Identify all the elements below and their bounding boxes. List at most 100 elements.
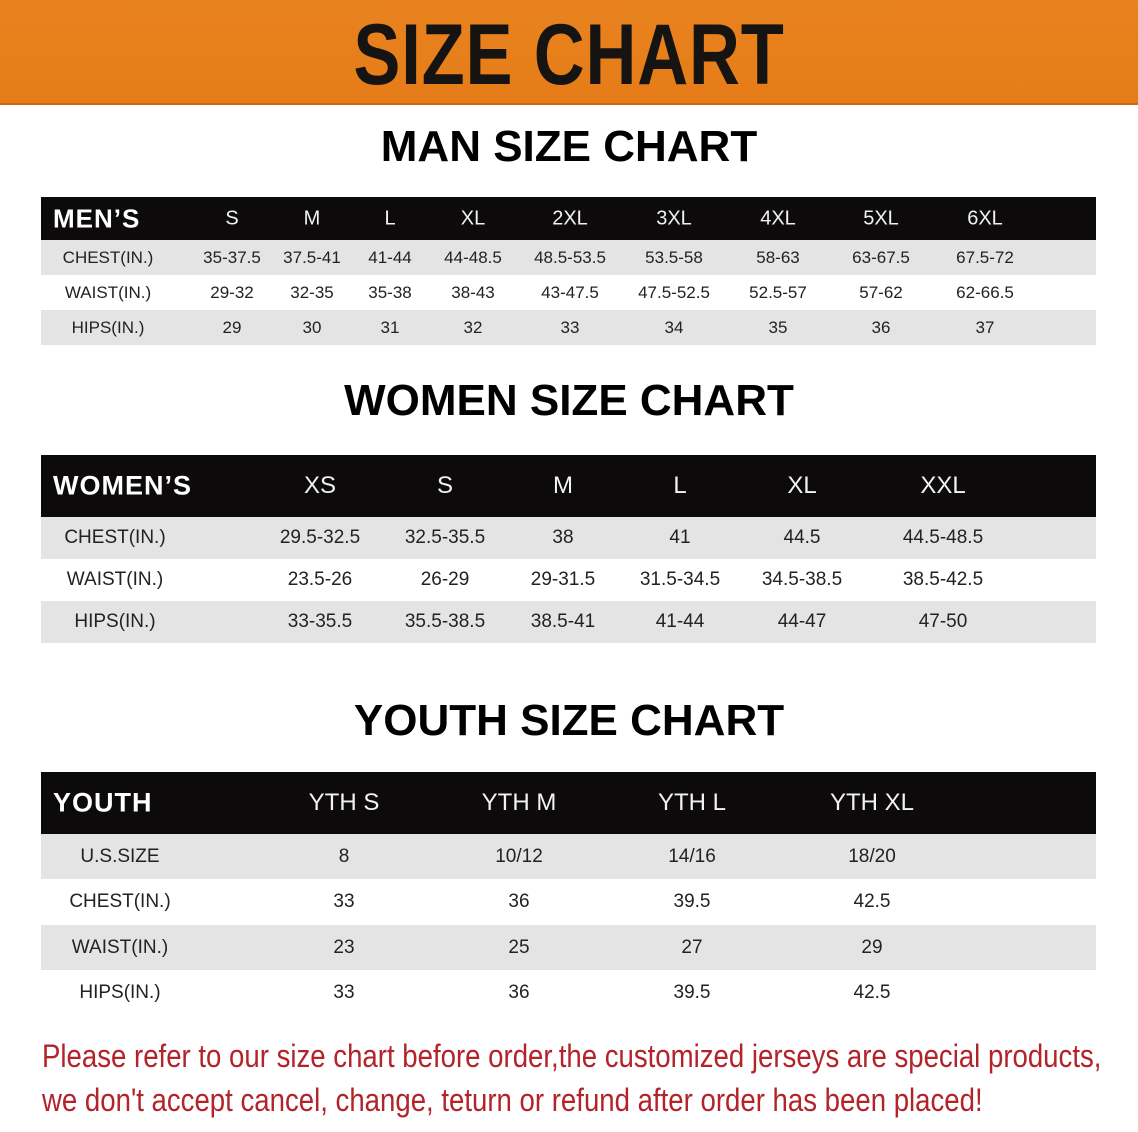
table-cell: 10/12	[495, 845, 543, 867]
table-cell: 26-29	[420, 569, 470, 590]
notice-line-2: we don't accept cancel, change, teturn o…	[42, 1082, 983, 1118]
notice-line-1: Please refer to our size chart before or…	[42, 1038, 1102, 1074]
table-cell: 33	[333, 981, 355, 1003]
table-cell: 36	[508, 981, 530, 1003]
table-row: CHEST(IN.) 35-37.5 37.5-41 41-44 44-48.5 48.5…	[41, 240, 1096, 275]
table-header-row: YOUTH YTH S YTH M YTH L YTH XL	[41, 772, 1096, 834]
youth-section-title: YOUTH SIZE CHART	[353, 696, 785, 745]
table-cell: 23.5-26	[287, 569, 353, 590]
table-header-label: WOMEN’S	[53, 470, 192, 501]
table-cell: 36	[508, 891, 530, 912]
table-cell: 35.5-38.5	[404, 611, 486, 632]
size-chart-banner: SIZE CHART	[0, 0, 1138, 105]
table-header-row: WOMEN’S XS S M L XL XXL	[41, 455, 1096, 517]
row-label: WAIST(IN.)	[71, 936, 169, 958]
size-header-yth-xl: YTH XL	[829, 789, 915, 816]
table-cell: 27	[681, 936, 703, 958]
table-cell: 33	[560, 317, 580, 337]
table-row: CHEST(IN.) 33 36 39.5 42.5	[41, 879, 1096, 925]
table-header-label: YOUTH	[53, 787, 153, 818]
size-header-s: S	[225, 207, 239, 229]
table-cell: 29	[222, 317, 242, 337]
row-label: WAIST(IN.)	[66, 569, 164, 590]
table-row: CHEST(IN.) 29.5-32.5 32.5-35.5 38 41 44.5 44.5…	[41, 517, 1096, 559]
table-cell: 37.5-41	[283, 247, 341, 267]
table-cell: 44-48.5	[444, 247, 502, 267]
size-header-5xl: 5XL	[863, 207, 899, 229]
table-cell: 48.5-53.5	[534, 247, 606, 267]
table-cell: 23	[333, 936, 355, 958]
size-header-4xl: 4XL	[760, 207, 796, 229]
size-header-yth-s: YTH S	[308, 789, 380, 816]
size-header-6xl: 6XL	[967, 207, 1003, 229]
size-header-xs: XS	[303, 472, 337, 499]
table-cell: 39.5	[673, 981, 711, 1003]
table-cell: 25	[508, 936, 530, 958]
size-header-l: L	[384, 207, 396, 229]
table-cell: 34	[664, 317, 684, 337]
table-cell: 29-31.5	[530, 569, 596, 590]
row-label: CHEST(IN.)	[69, 891, 171, 912]
table-cell: 57-62	[859, 282, 903, 302]
table-cell: 35-37.5	[203, 247, 261, 267]
table-row: HIPS(IN.) 29 30 31 32 33 34 35 36 37	[41, 310, 1096, 345]
table-cell: 44.5-48.5	[902, 527, 984, 548]
table-row: WAIST(IN.) 23 25 27 29	[41, 925, 1096, 970]
row-label: HIPS(IN.)	[71, 317, 145, 337]
table-row: WAIST(IN.) 23.5-26 26-29 29-31.5 31.5-34.5 34…	[41, 559, 1096, 601]
size-header-yth-m: YTH M	[481, 789, 557, 816]
table-cell: 31	[380, 317, 400, 337]
table-cell: 35-38	[368, 282, 412, 302]
table-row: U.S.SIZE 8 10/12 14/16 18/20	[41, 834, 1096, 879]
table-cell: 32-35	[290, 282, 334, 302]
banner-title: SIZE CHART	[353, 7, 785, 103]
table-cell: 30	[302, 317, 322, 337]
table-cell: 35	[768, 317, 788, 337]
table-cell: 33-35.5	[287, 611, 353, 632]
table-cell: 37	[975, 317, 995, 337]
table-cell: 33	[333, 891, 355, 912]
table-cell: 67.5-72	[956, 247, 1014, 267]
size-header-m: M	[303, 207, 321, 229]
table-cell: 31.5-34.5	[639, 569, 721, 590]
youth-size-table: YOUTH YTH S YTH M YTH L YTH XL U.S.SIZE 8 10/12…	[41, 772, 1096, 1015]
table-cell: 34.5-38.5	[761, 569, 843, 590]
table-cell: 38.5-41	[530, 611, 596, 632]
size-header-xl: XL	[787, 472, 817, 499]
table-cell: 41-44	[368, 247, 412, 267]
table-cell: 14/16	[668, 845, 716, 867]
table-cell: 38-43	[451, 282, 495, 302]
table-cell: 43-47.5	[541, 282, 599, 302]
table-cell: 44.5	[783, 527, 821, 548]
table-cell: 41-44	[655, 611, 705, 632]
row-label: U.S.SIZE	[80, 845, 160, 867]
table-cell: 41	[669, 527, 691, 548]
table-cell: 18/20	[848, 845, 896, 867]
table-cell: 63-67.5	[852, 247, 910, 267]
women-size-table: WOMEN’S XS S M L XL XXL CHEST(IN.) 29.5-32.5 32.5…	[41, 455, 1096, 643]
size-header-xl: XL	[460, 207, 486, 229]
table-cell: 32	[463, 317, 483, 337]
table-cell: 29	[861, 936, 883, 958]
size-header-2xl: 2XL	[552, 207, 588, 229]
men-size-table: MEN’S S M L XL 2XL 3XL 4XL 5XL 6XL CHEST(IN.) 35-37…	[41, 197, 1096, 345]
row-label: CHEST(IN.)	[64, 527, 166, 548]
table-cell: 32.5-35.5	[404, 527, 486, 548]
table-cell: 62-66.5	[956, 282, 1014, 302]
row-label: WAIST(IN.)	[64, 282, 152, 302]
women-section-title: WOMEN SIZE CHART	[344, 376, 794, 425]
table-row: WAIST(IN.) 29-32 32-35 35-38 38-43 43-47.5 47.…	[41, 275, 1096, 310]
size-header-m: M	[553, 472, 573, 499]
table-header-row: MEN’S S M L XL 2XL 3XL 4XL 5XL 6XL	[41, 197, 1096, 240]
size-header-yth-l: YTH L	[657, 789, 727, 816]
size-header-l: L	[673, 472, 687, 499]
table-row: HIPS(IN.) 33-35.5 35.5-38.5 38.5-41 41-44 44-…	[41, 601, 1096, 643]
table-cell: 52.5-57	[749, 282, 807, 302]
table-cell: 47.5-52.5	[638, 282, 710, 302]
table-cell: 8	[338, 845, 350, 867]
table-cell: 29-32	[210, 282, 254, 302]
table-cell: 53.5-58	[645, 247, 703, 267]
row-label: HIPS(IN.)	[79, 981, 161, 1003]
table-cell: 39.5	[673, 891, 711, 912]
men-section-title: MAN SIZE CHART	[380, 122, 758, 171]
